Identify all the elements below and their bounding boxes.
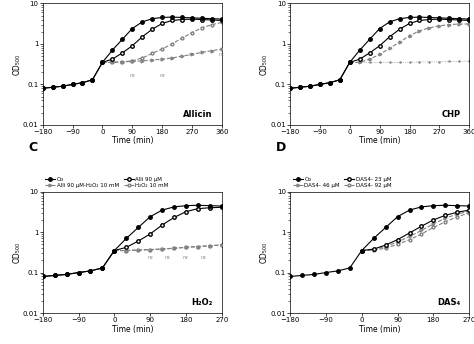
Text: ns: ns — [219, 52, 225, 57]
Text: ns: ns — [129, 73, 135, 78]
Text: DAS₄: DAS₄ — [437, 298, 460, 307]
Text: H₂O₂: H₂O₂ — [191, 298, 213, 307]
Text: ns: ns — [201, 255, 207, 260]
X-axis label: Time (min): Time (min) — [359, 137, 401, 146]
Legend: Co, DAS4- 46 μM, DAS4- 23 μM, DAS4- 92 μM: Co, DAS4- 46 μM, DAS4- 23 μM, DAS4- 92 μ… — [293, 176, 392, 187]
X-axis label: Time (min): Time (min) — [111, 325, 153, 334]
Text: CHP: CHP — [441, 110, 460, 119]
Text: ns: ns — [183, 255, 189, 260]
Text: ns: ns — [159, 73, 165, 78]
Y-axis label: OD₅₀₀: OD₅₀₀ — [260, 242, 269, 263]
X-axis label: Time (min): Time (min) — [359, 325, 401, 334]
X-axis label: Time (min): Time (min) — [111, 137, 153, 146]
Text: ns: ns — [147, 255, 153, 260]
Text: Allicin: Allicin — [183, 110, 213, 119]
Text: C: C — [28, 141, 37, 154]
Y-axis label: OD₅₀₀: OD₅₀₀ — [260, 54, 269, 75]
Text: ns: ns — [165, 255, 171, 260]
Y-axis label: OD₅₀₀: OD₅₀₀ — [12, 242, 21, 263]
Y-axis label: OD₅₀₀: OD₅₀₀ — [12, 54, 21, 75]
Text: D: D — [276, 141, 286, 154]
Legend: Co, Alli 90 μM-H₂O₂ 10 mM, Alli 90 μM, H₂O₂ 10 mM: Co, Alli 90 μM-H₂O₂ 10 mM, Alli 90 μM, H… — [46, 176, 169, 187]
Text: ns: ns — [189, 52, 195, 57]
